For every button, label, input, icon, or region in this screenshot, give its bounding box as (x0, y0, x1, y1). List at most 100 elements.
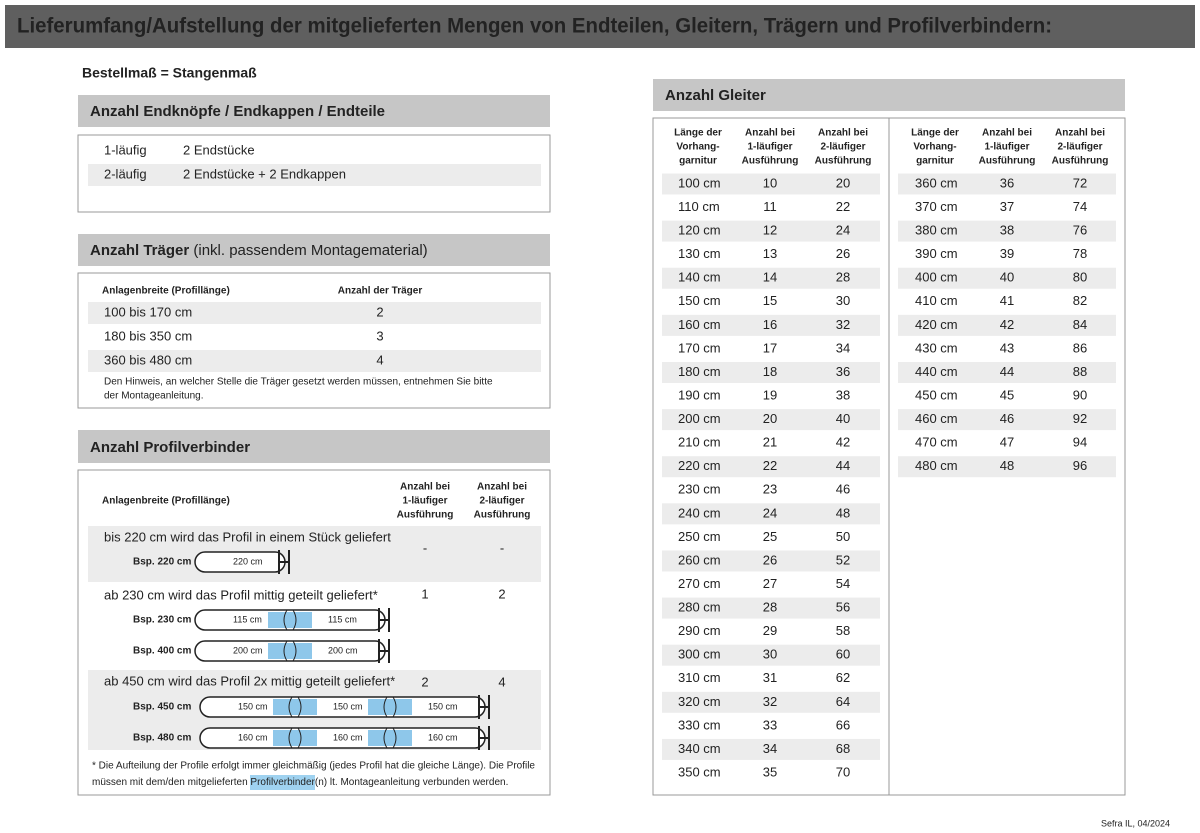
highlight (250, 775, 315, 790)
cell: 44 (836, 458, 850, 473)
cell: 390 cm (915, 246, 958, 261)
joint (283, 609, 297, 631)
cell: 2 (376, 304, 383, 319)
col-header: Ausführung (815, 156, 872, 167)
row-shade (662, 409, 880, 431)
cell: 470 cm (915, 435, 958, 450)
cell: 38 (1000, 223, 1014, 238)
section-text: ab 230 cm wird das Profil mittig geteilt… (104, 587, 378, 602)
cell: 28 (836, 270, 850, 285)
note: der Montageanleitung. (104, 391, 204, 402)
row-shade (88, 350, 541, 372)
section-title: Anzahl Endknöpfe / Endkappen / Endteile (90, 103, 385, 120)
cell: 180 bis 350 cm (104, 328, 192, 343)
footnote: müssen mit dem/den mitgelieferten Profil… (92, 777, 508, 788)
cell: 41 (1000, 293, 1014, 308)
row-shade (88, 526, 541, 582)
row-shade (898, 267, 1116, 289)
cell: 360 cm (915, 175, 958, 190)
row-shade (88, 164, 541, 186)
cell: 43 (1000, 340, 1014, 355)
cell: 360 bis 480 cm (104, 352, 192, 367)
cell: 46 (836, 482, 850, 497)
cell: 10 (763, 175, 777, 190)
joint (288, 696, 302, 718)
cell: 2 (421, 674, 428, 689)
cell: 62 (836, 670, 850, 685)
cell: 29 (763, 623, 777, 638)
segment-label: 150 cm (238, 701, 268, 711)
cell: 3 (376, 328, 383, 343)
cell: 400 cm (915, 270, 958, 285)
cell: 42 (836, 435, 850, 450)
cell: 26 (836, 246, 850, 261)
row-shade (88, 302, 541, 324)
footnote-part: müssen mit dem/den mitgelieferten (92, 777, 250, 788)
segment-label: 200 cm (233, 645, 263, 655)
cell: 66 (836, 717, 850, 732)
cell: 92 (1073, 411, 1087, 426)
segment-label: 160 cm (333, 732, 363, 742)
col-header: Anlagenbreite (Profillänge) (102, 496, 230, 507)
col-header: Anzahl bei (477, 482, 527, 493)
col-header: Vorhang- (676, 142, 719, 153)
cell: 31 (763, 670, 777, 685)
col-header: Anzahl bei (400, 482, 450, 493)
section-bar (78, 430, 550, 463)
row-shade (662, 267, 880, 289)
box (77, 469, 551, 796)
col-header: Anzahl bei (982, 128, 1032, 139)
cell: 240 cm (678, 505, 721, 520)
cell: 380 cm (915, 223, 958, 238)
segment-label: 115 cm (328, 614, 357, 624)
section-text: bis 220 cm wird das Profil in einem Stüc… (104, 529, 391, 544)
cell: 2 (498, 586, 505, 601)
cell: 32 (836, 317, 850, 332)
cell: 230 cm (678, 482, 721, 497)
cell: 36 (836, 364, 850, 379)
cell: 17 (763, 340, 777, 355)
cell: 190 cm (678, 387, 721, 402)
cell: 52 (836, 552, 850, 567)
cell: 46 (1000, 411, 1014, 426)
cell: 64 (836, 694, 850, 709)
col-header: Ausführung (1052, 156, 1109, 167)
connector (368, 699, 412, 715)
cell: 260 cm (678, 552, 721, 567)
footer: Sefra IL, 04/2024 (1101, 818, 1170, 828)
cell: 170 cm (678, 340, 721, 355)
col-header: Anzahl bei (818, 128, 868, 139)
segment-label: 200 cm (328, 645, 358, 655)
cell: 35 (763, 764, 777, 779)
cell: 27 (763, 576, 777, 591)
col-header: Anzahl bei (745, 128, 795, 139)
cell: 300 cm (678, 647, 721, 662)
col-header: 1-läufiger (984, 142, 1029, 153)
cell: 42 (1000, 317, 1014, 332)
cell: 54 (836, 576, 850, 591)
segment-label: 160 cm (428, 732, 458, 742)
row-shade (662, 644, 880, 666)
example-label: Bsp. 480 cm (133, 733, 191, 744)
joint (383, 696, 397, 718)
cell: 310 cm (678, 670, 721, 685)
cell: 270 cm (678, 576, 721, 591)
cell: 410 cm (915, 293, 958, 308)
box (77, 134, 551, 213)
connector (268, 643, 312, 659)
cell: 100 cm (678, 175, 721, 190)
cell: 21 (763, 435, 777, 450)
col-header: garnitur (916, 156, 954, 167)
row-shade (662, 597, 880, 619)
cell: 430 cm (915, 340, 958, 355)
row-shade (662, 220, 880, 242)
cell: 25 (763, 529, 777, 544)
cell: 15 (763, 293, 777, 308)
section-bar (653, 79, 1125, 111)
col-header: 1-läufiger (402, 496, 447, 507)
joint (383, 727, 397, 749)
cell: 58 (836, 623, 850, 638)
cell: 4 (498, 674, 505, 689)
connector (368, 730, 412, 746)
cell: 30 (763, 647, 777, 662)
